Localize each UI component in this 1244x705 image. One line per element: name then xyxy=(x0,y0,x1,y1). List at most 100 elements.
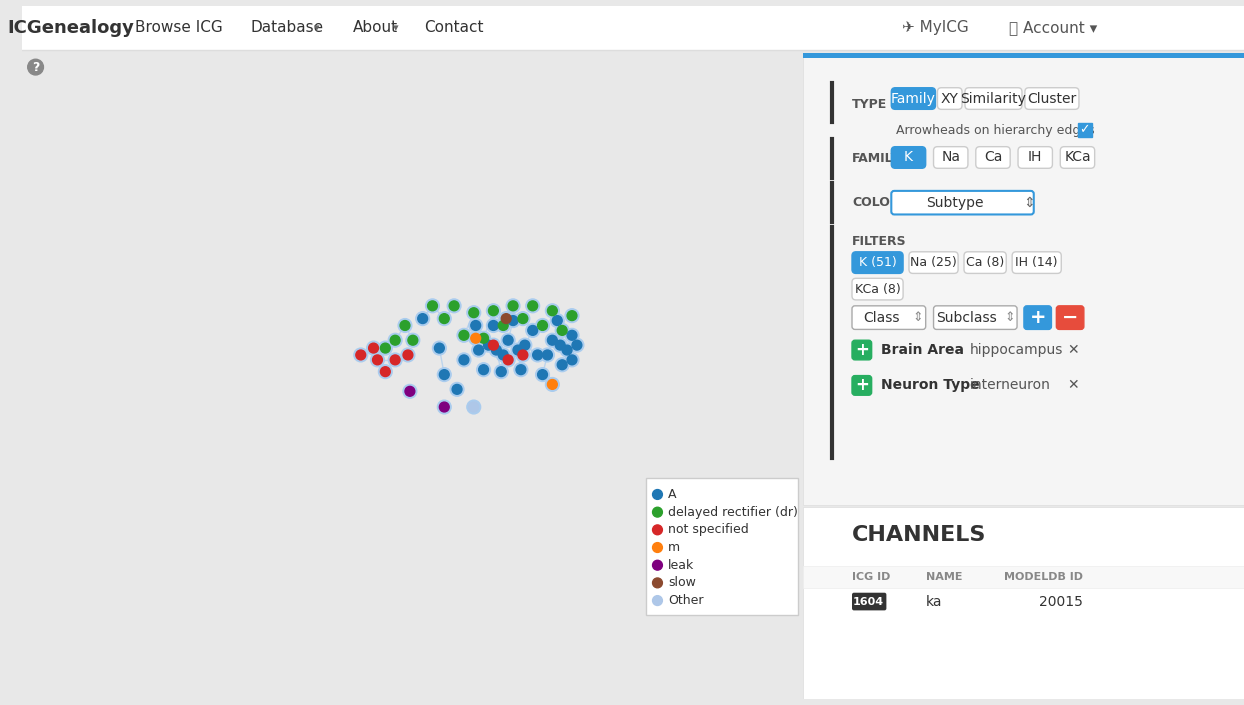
Circle shape xyxy=(408,336,418,345)
Text: K (51): K (51) xyxy=(858,256,897,269)
Text: −: − xyxy=(1062,308,1079,327)
Circle shape xyxy=(547,336,557,345)
Text: IH: IH xyxy=(1028,150,1042,164)
Circle shape xyxy=(459,331,469,341)
Circle shape xyxy=(439,314,449,324)
Text: IH (14): IH (14) xyxy=(1015,256,1057,269)
FancyBboxPatch shape xyxy=(22,6,1244,50)
Circle shape xyxy=(470,321,480,331)
Circle shape xyxy=(470,333,480,343)
Circle shape xyxy=(555,324,569,337)
Circle shape xyxy=(496,348,510,362)
Circle shape xyxy=(653,489,662,499)
Circle shape xyxy=(403,384,417,398)
Text: Other: Other xyxy=(668,594,704,607)
Text: +: + xyxy=(1030,308,1046,327)
Circle shape xyxy=(545,304,560,318)
Circle shape xyxy=(439,402,449,412)
Circle shape xyxy=(653,543,662,553)
Circle shape xyxy=(398,319,412,332)
Circle shape xyxy=(496,367,506,376)
Text: XY: XY xyxy=(940,92,959,106)
Text: FAMILY: FAMILY xyxy=(852,152,901,165)
Circle shape xyxy=(479,364,489,374)
Text: +: + xyxy=(855,341,868,359)
Circle shape xyxy=(489,306,499,316)
Circle shape xyxy=(489,341,499,350)
Circle shape xyxy=(653,578,662,588)
Circle shape xyxy=(508,301,518,311)
Circle shape xyxy=(434,343,444,353)
Circle shape xyxy=(471,343,485,357)
Circle shape xyxy=(501,333,515,347)
Circle shape xyxy=(545,333,560,347)
Text: hippocampus: hippocampus xyxy=(970,343,1064,357)
Circle shape xyxy=(506,314,520,327)
Text: ICGenealogy: ICGenealogy xyxy=(7,19,134,37)
Text: ⇕: ⇕ xyxy=(1004,311,1014,324)
Circle shape xyxy=(425,299,439,313)
Text: Na (25): Na (25) xyxy=(911,256,957,269)
Circle shape xyxy=(452,384,462,394)
Circle shape xyxy=(499,321,508,331)
Circle shape xyxy=(388,353,402,367)
Circle shape xyxy=(484,341,494,350)
FancyBboxPatch shape xyxy=(802,566,1244,588)
Text: NAME: NAME xyxy=(926,572,962,582)
Text: Brain Area: Brain Area xyxy=(882,343,964,357)
Circle shape xyxy=(474,345,484,355)
Text: ✕: ✕ xyxy=(1067,343,1079,357)
Circle shape xyxy=(542,350,552,360)
FancyBboxPatch shape xyxy=(802,54,1244,505)
Circle shape xyxy=(572,341,582,350)
Text: ▾: ▾ xyxy=(315,23,320,33)
FancyBboxPatch shape xyxy=(1079,123,1092,137)
Text: Family: Family xyxy=(891,92,935,106)
Text: Database: Database xyxy=(250,20,323,35)
Text: leak: leak xyxy=(668,558,694,572)
Text: Ca: Ca xyxy=(984,150,1003,164)
Circle shape xyxy=(406,333,419,347)
Circle shape xyxy=(494,364,508,379)
Circle shape xyxy=(381,367,391,376)
Circle shape xyxy=(565,329,578,342)
FancyBboxPatch shape xyxy=(933,147,968,168)
Text: COLOR: COLOR xyxy=(852,196,899,209)
Circle shape xyxy=(466,306,480,319)
Text: ICG ID: ICG ID xyxy=(852,572,891,582)
Circle shape xyxy=(653,596,662,606)
Text: ✈ MyICG: ✈ MyICG xyxy=(902,20,969,35)
Circle shape xyxy=(537,369,547,379)
Circle shape xyxy=(418,314,428,324)
Circle shape xyxy=(567,331,577,341)
Circle shape xyxy=(469,331,483,345)
FancyBboxPatch shape xyxy=(802,507,1244,699)
Text: K: K xyxy=(904,150,913,164)
Circle shape xyxy=(518,314,527,324)
Text: Na: Na xyxy=(942,150,960,164)
FancyBboxPatch shape xyxy=(1025,87,1079,109)
Text: ⇕: ⇕ xyxy=(1023,196,1035,209)
Circle shape xyxy=(536,319,550,332)
Circle shape xyxy=(526,324,540,337)
Circle shape xyxy=(476,363,490,376)
Text: KCa (8): KCa (8) xyxy=(855,283,901,295)
Circle shape xyxy=(513,345,522,355)
FancyBboxPatch shape xyxy=(852,376,872,396)
Text: not specified: not specified xyxy=(668,523,749,537)
Text: Neuron Type: Neuron Type xyxy=(882,379,980,393)
FancyBboxPatch shape xyxy=(891,147,926,168)
Text: 20015: 20015 xyxy=(1039,594,1082,608)
Text: Arrowheads on hierarchy edges: Arrowheads on hierarchy edges xyxy=(896,125,1095,137)
Circle shape xyxy=(514,363,527,376)
Circle shape xyxy=(516,348,530,362)
Circle shape xyxy=(537,321,547,331)
Circle shape xyxy=(518,338,531,352)
Text: 1604: 1604 xyxy=(853,596,884,606)
Text: TYPE: TYPE xyxy=(852,98,887,111)
Circle shape xyxy=(476,331,490,345)
Circle shape xyxy=(415,312,429,326)
Circle shape xyxy=(448,299,462,313)
Circle shape xyxy=(527,301,537,311)
Circle shape xyxy=(555,341,565,350)
